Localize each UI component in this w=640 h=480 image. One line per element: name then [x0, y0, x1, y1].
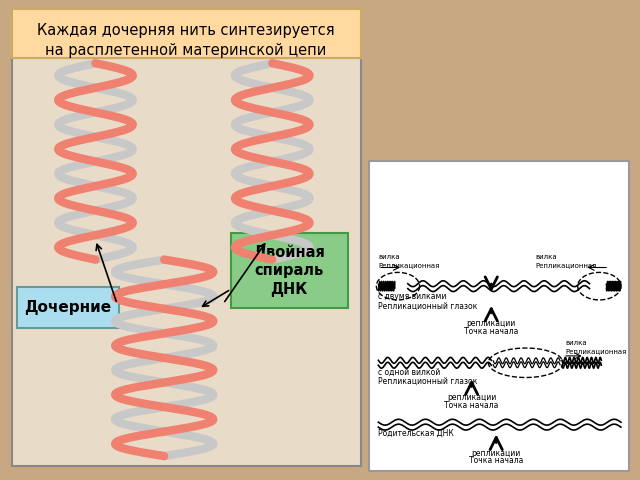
Text: Дочерние: Дочерние: [24, 300, 111, 315]
Text: вилка: вилка: [378, 254, 400, 260]
Text: Репликационная: Репликационная: [565, 348, 627, 354]
Text: Репликационный глазок: Репликационный глазок: [378, 301, 477, 310]
FancyBboxPatch shape: [369, 4, 628, 159]
Text: репликации: репликации: [472, 449, 521, 457]
FancyBboxPatch shape: [17, 287, 119, 328]
Text: Каждая дочерняя нить синтезируется
на расплетенной материнской цепи: Каждая дочерняя нить синтезируется на ра…: [37, 23, 335, 58]
Text: Репликационная: Репликационная: [378, 262, 440, 267]
Text: Репликационная: Репликационная: [536, 262, 597, 267]
FancyBboxPatch shape: [12, 58, 361, 466]
FancyBboxPatch shape: [369, 161, 628, 471]
Text: Точка начала: Точка начала: [444, 400, 499, 409]
Text: вилка: вилка: [536, 254, 557, 260]
FancyBboxPatch shape: [231, 233, 348, 308]
Text: вилка: вилка: [565, 340, 587, 346]
Text: Родительская ДНК: Родительская ДНК: [378, 429, 454, 438]
Text: Двойная
спираль
ДНК: Двойная спираль ДНК: [253, 244, 325, 297]
Text: репликации: репликации: [467, 319, 516, 328]
Text: с двумя вилками: с двумя вилками: [378, 292, 447, 301]
Text: Точка начала: Точка начала: [464, 327, 518, 336]
Text: Репликационный глазок: Репликационный глазок: [378, 377, 477, 386]
Text: репликации: репликации: [447, 393, 496, 402]
Text: Точка начала: Точка начала: [469, 456, 524, 466]
FancyBboxPatch shape: [12, 9, 361, 58]
Text: с одной вилкой: с одной вилкой: [378, 368, 440, 377]
